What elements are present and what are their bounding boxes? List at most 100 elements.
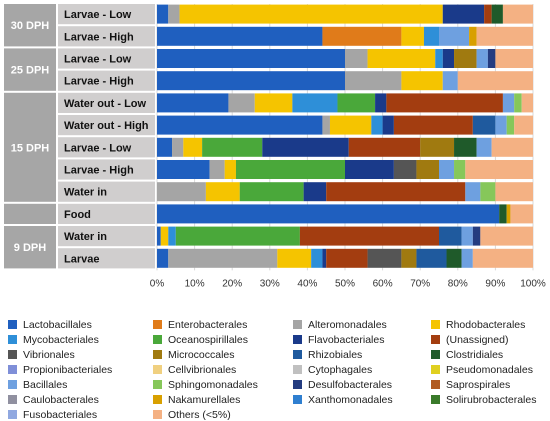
bar-segment: [480, 182, 496, 202]
bar-segment: [157, 4, 169, 24]
bar-segment: [420, 137, 455, 157]
legend-swatch: [153, 380, 162, 389]
row-label: Food: [64, 209, 91, 221]
bar-segment: [454, 160, 466, 179]
legend-item: Desulfobacterales: [293, 378, 431, 391]
bar-segment: [487, 49, 496, 68]
legend-item: Mycobacteriales: [8, 333, 153, 346]
bar-segment: [491, 4, 503, 24]
row-label-box: [58, 181, 155, 202]
legend-label: Sphingomonadales: [168, 378, 258, 391]
bar-segment: [322, 26, 402, 46]
bar-segment: [209, 160, 225, 179]
bar-segment: [348, 137, 421, 157]
bar-segment: [495, 182, 533, 202]
legend-label: Alteromonadales: [308, 318, 387, 331]
row-label: Water in: [64, 231, 107, 243]
bar-segment: [439, 26, 470, 46]
bar-segment: [502, 4, 533, 24]
bar-segment: [446, 248, 462, 268]
legend-swatch: [293, 395, 302, 404]
legend-item: (Unassigned): [431, 333, 548, 346]
row-label-box: [58, 26, 155, 47]
bar-segment: [202, 137, 263, 157]
bar-segment: [371, 115, 383, 135]
bar-segment: [439, 226, 462, 246]
bar-segment: [160, 226, 169, 246]
bar-segment: [499, 204, 507, 224]
group-label-box: [4, 92, 56, 202]
legend-swatch: [293, 335, 302, 344]
bar-segment: [157, 93, 229, 113]
bar-segment: [476, 137, 492, 157]
legend-item: Bacillales: [8, 378, 153, 391]
legend-label: Vibrionales: [23, 348, 75, 361]
legend-item: Oceanospirillales: [153, 333, 293, 346]
bar-segment: [311, 248, 323, 268]
bar-segment: [345, 71, 402, 91]
x-tick-label: 60%: [373, 278, 393, 289]
bar-segment: [329, 115, 372, 135]
bar-segment: [506, 115, 515, 135]
group-labels: 30 DPH 25 DPH 15 DPH 9 DPH: [4, 4, 56, 269]
bar-segment: [393, 115, 473, 135]
bar-segment: [454, 137, 477, 157]
bar-segment: [337, 93, 376, 113]
row-label-box: [58, 137, 155, 158]
group-label: 30 DPH: [11, 20, 50, 32]
legend-label: Saprospirales: [446, 378, 511, 391]
legend-label: Desulfobacterales: [308, 378, 393, 391]
legend-item: Propionibacteriales: [8, 363, 153, 376]
bar-segment: [476, 26, 533, 46]
x-tick-label: 30%: [260, 278, 280, 289]
bar-segment: [439, 160, 455, 179]
legend-label: Enterobacterales: [168, 318, 248, 331]
bar-segment: [401, 248, 417, 268]
group-label: 15 DPH: [11, 142, 50, 154]
bar-segment: [157, 182, 206, 202]
row-label-box: [58, 159, 155, 180]
bar-segment: [168, 226, 176, 246]
bar-segment: [495, 49, 533, 68]
bar-segment: [514, 115, 533, 135]
bar-segment: [254, 93, 293, 113]
bar-segment: [172, 137, 184, 157]
x-tick-label: 80%: [448, 278, 468, 289]
bar-segment: [393, 160, 417, 179]
legend-item: Others (<5%): [153, 408, 293, 421]
bar-segment: [228, 93, 255, 113]
x-tick-label: 40%: [297, 278, 317, 289]
legend-label: Bacillales: [23, 378, 68, 391]
legend-swatch: [431, 320, 440, 329]
bar-segment: [235, 160, 345, 179]
bar-segment: [491, 137, 533, 157]
legend-swatch: [431, 350, 440, 359]
bar-segment: [472, 248, 533, 268]
bar-segment: [322, 115, 330, 135]
bar-segment: [465, 182, 481, 202]
legend-item: Nakamurellales: [153, 393, 293, 406]
bars: [157, 4, 533, 268]
bar-segment: [401, 26, 424, 46]
bar-segment: [476, 49, 488, 68]
bar-segment: [345, 49, 368, 68]
bar-segment: [506, 204, 511, 224]
bar-segment: [292, 93, 338, 113]
bar-segment: [423, 26, 439, 46]
row-label: Larvae - High: [64, 165, 134, 177]
bar-segment: [514, 93, 522, 113]
legend-swatch: [153, 410, 162, 419]
legend-swatch: [431, 335, 440, 344]
bar-segment: [345, 160, 394, 179]
legend-item: Rhodobacterales: [431, 318, 548, 331]
row-label: Larvae - Low: [64, 9, 132, 21]
legend-label: Caulobacterales: [23, 393, 99, 406]
x-tick-label: 90%: [485, 278, 505, 289]
legend-item: Caulobacterales: [8, 393, 153, 406]
x-axis-ticks: 0% 10% 20% 30% 40% 50% 60% 70% 80% 90% 100%: [150, 278, 546, 289]
bar-segment: [326, 248, 368, 268]
row-label: Larvae: [64, 253, 99, 265]
group-label: 25 DPH: [11, 65, 50, 77]
legend-swatch: [153, 335, 162, 344]
group-label-box: [4, 4, 56, 47]
